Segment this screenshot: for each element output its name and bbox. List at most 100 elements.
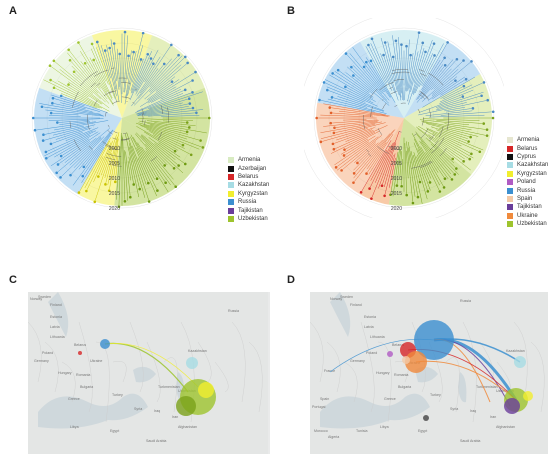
tree-branch bbox=[136, 147, 157, 190]
tree-branch bbox=[148, 112, 195, 117]
tree-internal-arc bbox=[93, 100, 98, 106]
tip-node bbox=[405, 44, 408, 48]
tree-internal-arc bbox=[107, 129, 113, 135]
tree-branch bbox=[416, 134, 452, 179]
tree-branch bbox=[158, 142, 181, 158]
tree-branch bbox=[130, 134, 155, 180]
tree-branch bbox=[347, 66, 375, 92]
place-label: Hungary bbox=[376, 371, 390, 375]
country-bubble bbox=[405, 351, 427, 373]
legend-item: Russia bbox=[507, 186, 548, 194]
tip-node bbox=[394, 39, 398, 43]
tree-branch bbox=[335, 123, 375, 133]
tip-node bbox=[81, 174, 85, 178]
legend-label: Tajikistan bbox=[517, 204, 542, 211]
tree-branch bbox=[124, 50, 137, 105]
tip-node bbox=[170, 43, 173, 47]
tree-branch bbox=[51, 80, 110, 112]
tree-internal-arc bbox=[382, 99, 384, 101]
tree-branch bbox=[352, 68, 389, 104]
tip-node bbox=[49, 78, 52, 82]
tip-node bbox=[155, 177, 159, 181]
tip-node bbox=[332, 131, 336, 135]
legend-item: Kazakhstan bbox=[228, 181, 269, 189]
tip-node bbox=[186, 61, 189, 65]
place-label: Greece bbox=[68, 397, 80, 401]
clade-sector bbox=[78, 118, 122, 206]
place-label: Sweden bbox=[340, 295, 353, 299]
tip-node bbox=[183, 55, 187, 59]
tip-node bbox=[146, 181, 150, 185]
country-border bbox=[530, 341, 545, 413]
tree-branch bbox=[55, 127, 92, 140]
tree-branch bbox=[116, 146, 121, 200]
country-border bbox=[248, 341, 263, 413]
tree-branch bbox=[55, 88, 100, 109]
place-label: Sweden bbox=[38, 295, 51, 299]
tree-internal-arc bbox=[391, 71, 410, 74]
place-label: Germany bbox=[34, 359, 49, 363]
panel-letter-d: D bbox=[287, 274, 295, 286]
tree-branch bbox=[118, 132, 122, 206]
place-label: Finland bbox=[350, 303, 362, 307]
tree-branch bbox=[57, 80, 100, 106]
tip-node bbox=[400, 184, 403, 188]
tree-internal-arc bbox=[141, 108, 144, 115]
tree-branch bbox=[323, 103, 386, 116]
tree-branch bbox=[149, 131, 185, 149]
tip-node bbox=[389, 193, 392, 197]
legend-swatch bbox=[507, 153, 513, 160]
tree-branch bbox=[54, 61, 94, 94]
tree-branch bbox=[67, 52, 98, 89]
tree-branch bbox=[413, 44, 434, 95]
tree-branch bbox=[86, 156, 104, 190]
tree-branch bbox=[413, 142, 430, 182]
tip-node bbox=[443, 63, 447, 67]
tree-internal-arc bbox=[419, 69, 425, 72]
tree-branch bbox=[410, 44, 423, 93]
tip-node bbox=[329, 121, 333, 125]
tree-branch bbox=[412, 154, 420, 181]
tip-node bbox=[367, 43, 370, 47]
legend-item: Belarus bbox=[228, 173, 269, 181]
tree-branch bbox=[125, 151, 131, 196]
tree-branch bbox=[419, 140, 445, 178]
tree-internal-arc bbox=[150, 156, 158, 162]
tree-internal-arc bbox=[132, 102, 135, 104]
tree-branch bbox=[401, 46, 404, 101]
tree-branch bbox=[345, 72, 374, 95]
tree-branch bbox=[57, 128, 110, 173]
place-label: Bulgaria bbox=[398, 385, 411, 389]
tree-branch bbox=[432, 132, 471, 154]
tip-node bbox=[149, 57, 153, 60]
tip-node bbox=[103, 49, 107, 52]
clade-sector bbox=[317, 41, 404, 118]
tree-branch bbox=[327, 98, 387, 114]
tree-branch bbox=[137, 157, 148, 182]
tree-branch bbox=[61, 137, 102, 177]
legend-item: Armenia bbox=[228, 156, 269, 164]
tip-node bbox=[365, 172, 368, 175]
place-label: Morocco bbox=[314, 429, 328, 433]
tree-branch bbox=[336, 127, 375, 141]
tip-node bbox=[104, 183, 107, 186]
legend-item: Tajikistan bbox=[507, 203, 548, 211]
tree-branch bbox=[353, 139, 383, 171]
tree-branch bbox=[131, 45, 144, 83]
tree-branch bbox=[138, 118, 194, 121]
tip-node bbox=[141, 31, 145, 35]
tree-branch bbox=[380, 53, 396, 94]
tip-node bbox=[177, 53, 180, 57]
tip-node bbox=[77, 191, 81, 194]
tree-branch bbox=[421, 43, 444, 86]
tree-branch bbox=[404, 143, 407, 194]
tree-branch bbox=[143, 124, 188, 140]
tree-internal-arc bbox=[429, 137, 431, 140]
tree-branch bbox=[419, 119, 470, 126]
tip-node bbox=[342, 154, 346, 157]
tip-node bbox=[44, 150, 48, 154]
tip-node bbox=[59, 176, 62, 179]
country-border bbox=[78, 321, 93, 413]
country-border bbox=[163, 357, 178, 413]
legend-item: Poland bbox=[507, 178, 548, 186]
